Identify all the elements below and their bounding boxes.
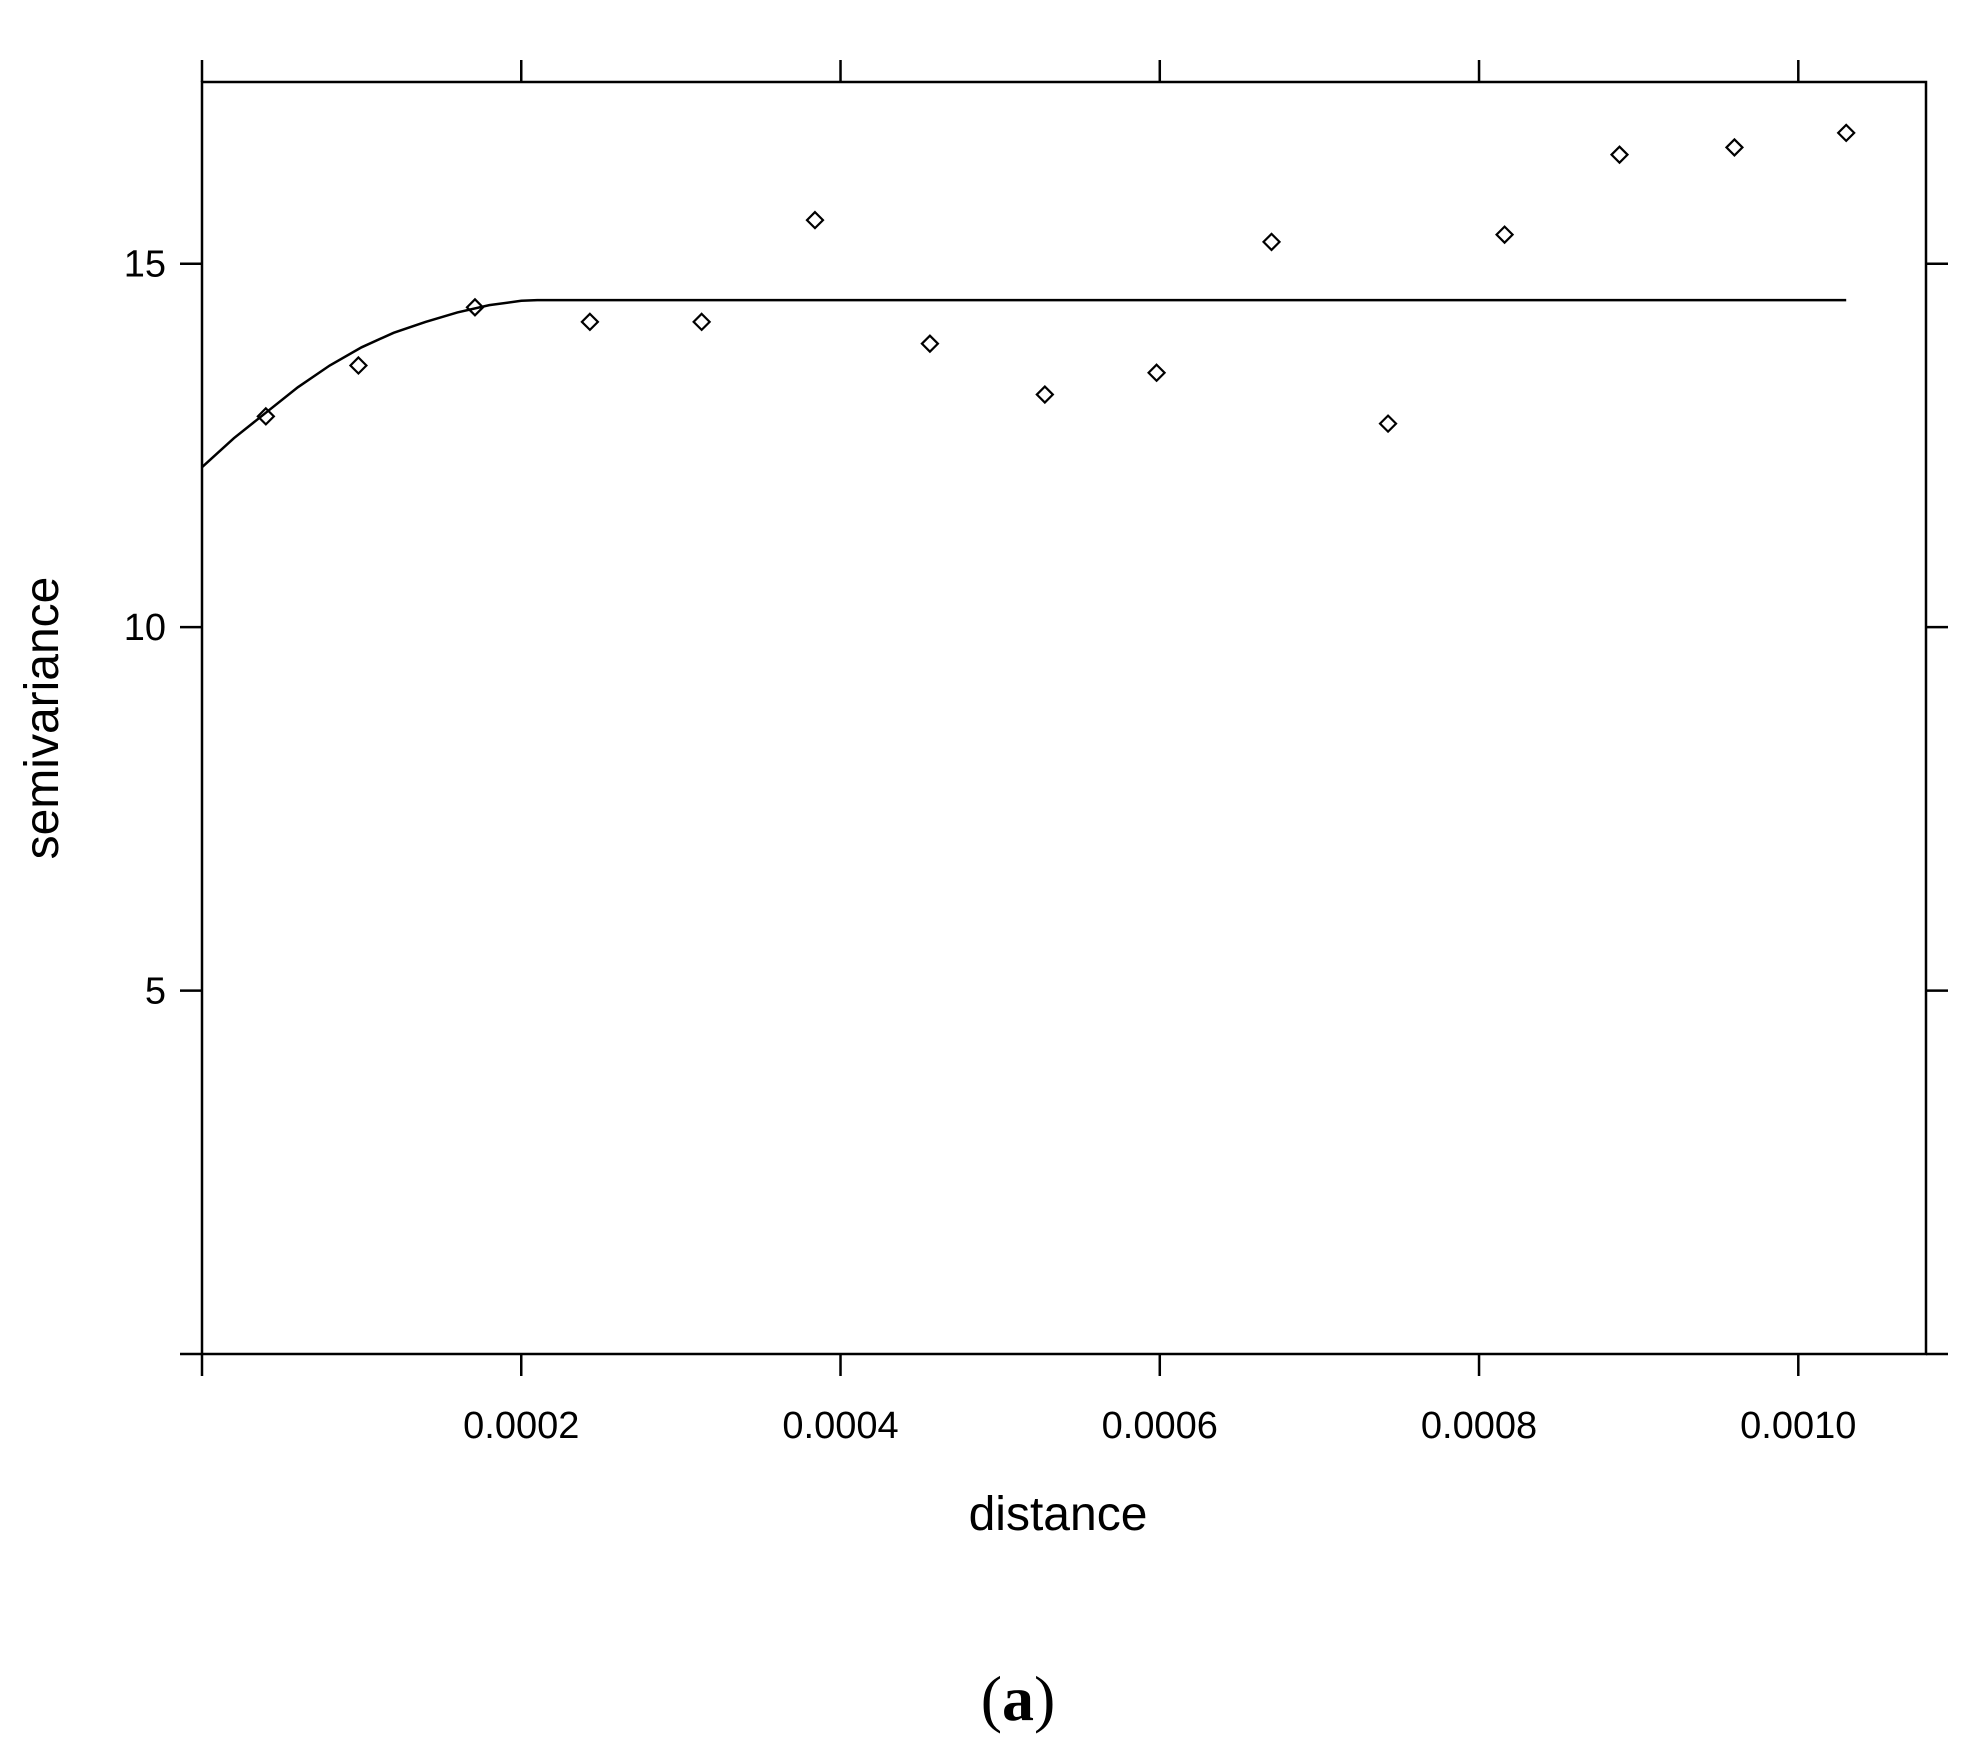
x-axis: 0.0002 0.0004 0.0006 0.0008 0.0010: [200, 60, 1856, 1447]
data-point: [1261, 232, 1282, 252]
fitted-model-curve: [201, 298, 1847, 469]
data-point: [1495, 225, 1515, 245]
x-tick-label: 0.0002: [463, 1405, 579, 1447]
x-tick-label: 0.0006: [1102, 1405, 1218, 1447]
data-point: [1035, 384, 1055, 405]
data-point: [1147, 363, 1167, 383]
data-point: [348, 355, 368, 376]
x-tick-label: 0.0008: [1421, 1405, 1537, 1447]
data-point: [465, 297, 485, 317]
caption-close-paren: ): [1034, 1663, 1055, 1734]
y-tick-label: 15: [124, 244, 166, 286]
data-point: [692, 312, 712, 332]
data-point: [920, 334, 940, 354]
data-point: [1724, 137, 1745, 157]
data-point: [1609, 145, 1630, 165]
data-point: [1378, 414, 1398, 434]
y-axis: 5 10 15: [124, 244, 1948, 1356]
data-point: [1836, 123, 1856, 143]
data-point: [580, 312, 600, 332]
y-tick-label: 5: [145, 971, 166, 1013]
y-axis-title: semivariance: [16, 577, 69, 860]
x-tick-label: 0.0010: [1740, 1405, 1856, 1447]
x-axis-title: distance: [969, 1488, 1148, 1541]
y-tick-label: 10: [124, 607, 166, 649]
x-tick-label: 0.0004: [782, 1405, 898, 1447]
caption-open-paren: (: [981, 1663, 1002, 1734]
figure-caption: (a): [981, 1663, 1056, 1734]
caption-letter: a: [1002, 1663, 1034, 1734]
empirical-semivariance-points: [256, 123, 1856, 434]
data-point: [805, 210, 825, 230]
plot-frame: [200, 80, 1928, 1356]
data-point: [256, 406, 276, 426]
